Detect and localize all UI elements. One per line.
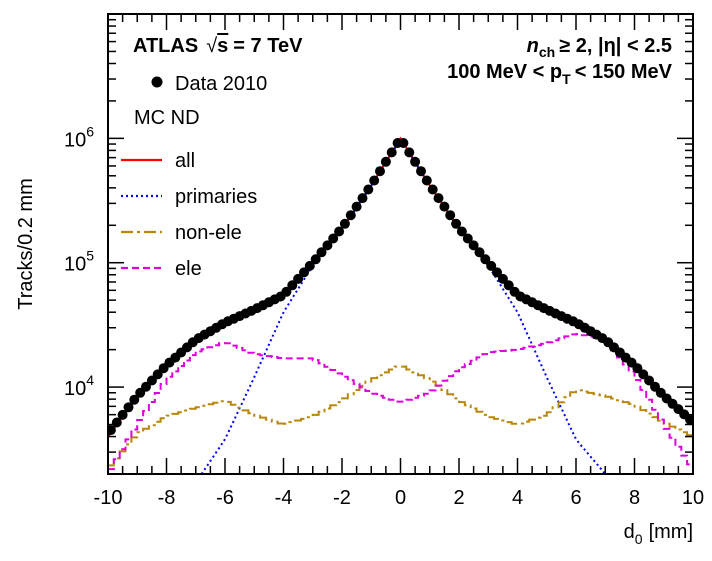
- series-line-primaries: [200, 139, 607, 474]
- pt-cut-label: 100 MeV < pT < 150 MeV: [447, 61, 673, 87]
- ticks-layer: -10 -8 -6 -4 -2 0 2 4 6 8 10 104 105 106: [64, 13, 704, 509]
- data-point: [375, 166, 385, 177]
- x-tick-label: -2: [333, 487, 351, 509]
- x-tick-label: -4: [275, 487, 293, 509]
- data-point: [644, 375, 655, 386]
- pt-subscript: T: [562, 71, 571, 87]
- series-line-ele: [108, 333, 693, 471]
- energy-sqrt-arg: s: [217, 35, 228, 57]
- selection-rest: ≥ 2, |η| < 2.5: [559, 35, 672, 57]
- x-tick-label: 4: [512, 487, 523, 509]
- x-tick-label: 6: [570, 487, 581, 509]
- legend-label-non-ele: non-ele: [175, 222, 242, 244]
- selection-cut-label: nch ≥ 2, |η| < 2.5: [527, 35, 672, 60]
- data-point: [123, 402, 134, 413]
- data-point: [380, 156, 391, 167]
- data-point: [363, 184, 374, 195]
- x-tick-label: -10: [94, 487, 123, 509]
- data-point: [404, 147, 415, 158]
- x-axis-title-unit: [mm]: [649, 521, 693, 543]
- pt-right: < 150 MeV: [575, 61, 673, 83]
- data-point: [299, 267, 309, 278]
- data-point: [386, 147, 397, 158]
- experiment-label: ATLAS √s = 7 TeV: [133, 35, 303, 57]
- data-point: [316, 247, 327, 258]
- data-point: [152, 369, 163, 380]
- selection-n-subscript: ch: [539, 44, 555, 60]
- data-point: [439, 201, 450, 212]
- data-point: [281, 286, 292, 297]
- data-point: [410, 156, 421, 167]
- data-point: [287, 280, 298, 291]
- data-point: [685, 414, 693, 425]
- data-point: [462, 233, 473, 244]
- series-line-all: [108, 136, 693, 438]
- data-point: [416, 166, 426, 177]
- data-point: [357, 193, 368, 204]
- data-point: [456, 226, 467, 237]
- data-points-layer: [108, 138, 693, 436]
- data-point: [369, 175, 380, 186]
- series-line-non-ele: [108, 365, 693, 467]
- legend-label-ele: ele: [175, 258, 202, 280]
- legend-entries: all primaries non-ele ele: [121, 150, 257, 280]
- x-axis-title-symbol: d: [624, 521, 635, 543]
- data-point: [632, 363, 643, 374]
- y-axis-title: Tracks/0.2 mm: [15, 178, 37, 310]
- x-axis-title-subscript: 0: [635, 531, 643, 547]
- data-point: [293, 273, 304, 284]
- pt-left: 100 MeV < p: [447, 61, 562, 83]
- data-point: [141, 381, 151, 392]
- data-point: [339, 218, 350, 229]
- data-point: [492, 267, 502, 278]
- data-point: [427, 184, 438, 195]
- data-point: [480, 254, 491, 265]
- data-point: [334, 226, 345, 237]
- data-point: [351, 201, 362, 212]
- legend-label-all: all: [175, 150, 195, 172]
- x-tick-label: -6: [216, 487, 234, 509]
- selection-n: n: [527, 35, 539, 57]
- data-point: [398, 138, 409, 148]
- experiment-name: ATLAS: [133, 35, 198, 57]
- legend-mc-header: MC ND: [134, 107, 200, 129]
- data-point: [108, 425, 116, 436]
- data-point: [468, 240, 479, 251]
- data-point: [497, 273, 508, 284]
- data-point: [304, 260, 315, 271]
- x-tick-label: -8: [158, 487, 176, 509]
- data-point: [445, 210, 456, 221]
- data-point: [486, 260, 497, 271]
- data-point: [322, 240, 333, 251]
- legend: Data 2010 MC ND all primaries non-ele ele: [121, 73, 267, 280]
- data-point: [310, 254, 321, 265]
- x-axis-title: d0 [mm]: [624, 521, 693, 547]
- data-point: [328, 233, 339, 244]
- y-tick-label: 106: [64, 123, 94, 151]
- data-point: [433, 193, 444, 204]
- data-point: [117, 409, 128, 420]
- data-point: [129, 394, 140, 405]
- legend-data-label: Data 2010: [175, 73, 267, 95]
- x-tick-label: 2: [453, 487, 464, 509]
- x-tick-label: 8: [629, 487, 640, 509]
- legend-label-primaries: primaries: [175, 186, 257, 208]
- y-tick-label: 104: [64, 372, 94, 400]
- legend-data-marker: [151, 76, 163, 88]
- x-tick-label: 0: [395, 487, 406, 509]
- data-point: [503, 280, 514, 291]
- y-tick-label: 105: [64, 248, 94, 276]
- energy-value: = 7 TeV: [233, 35, 303, 57]
- data-point: [345, 210, 356, 221]
- x-tick-label: 10: [682, 487, 704, 509]
- data-point: [451, 218, 462, 229]
- data-point: [421, 175, 432, 186]
- data-point: [474, 247, 485, 258]
